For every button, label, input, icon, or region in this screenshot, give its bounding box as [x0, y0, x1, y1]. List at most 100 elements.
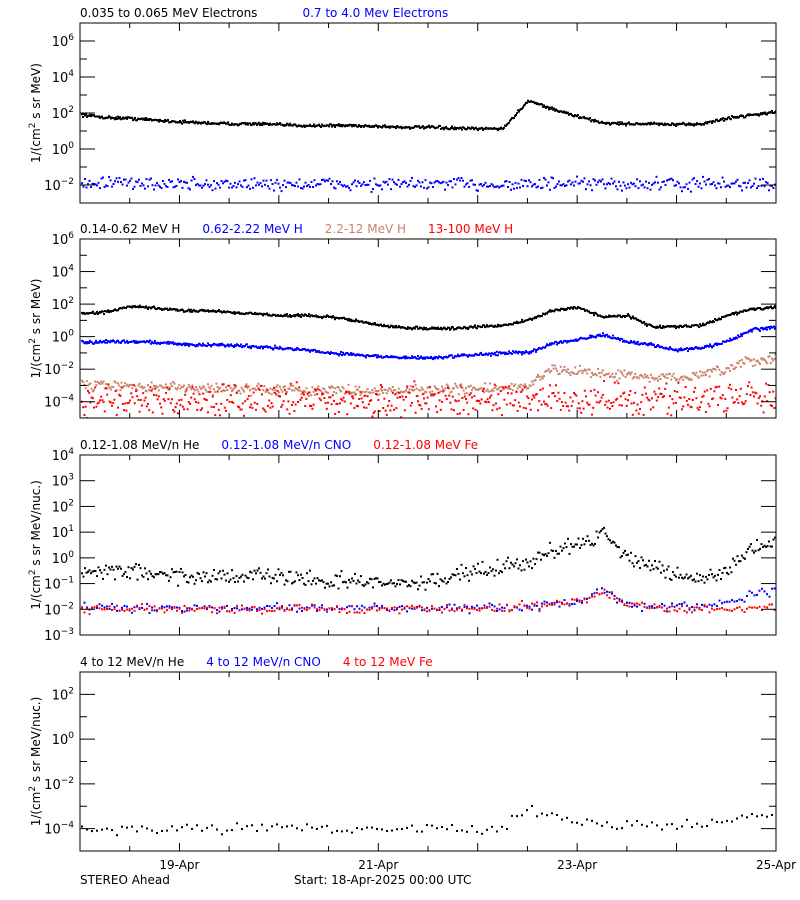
- data-point: [334, 413, 337, 415]
- data-point: [305, 397, 308, 400]
- data-point: [380, 355, 382, 358]
- data-point: [773, 407, 776, 409]
- data-point: [742, 181, 745, 184]
- data-point: [255, 184, 257, 187]
- data-point: [507, 386, 509, 389]
- data-point: [496, 607, 498, 610]
- data-point: [203, 309, 205, 311]
- data-point: [277, 391, 280, 394]
- data-point: [509, 388, 512, 390]
- y-tick-label: 104: [52, 447, 75, 464]
- data-point: [409, 585, 412, 588]
- data-point: [481, 185, 484, 188]
- data-point: [114, 118, 116, 121]
- data-point: [666, 568, 668, 571]
- data-point: [186, 408, 189, 411]
- data-point: [653, 344, 655, 347]
- data-point: [424, 402, 427, 405]
- data-point: [130, 567, 133, 570]
- data-point: [628, 371, 631, 374]
- data-point: [427, 408, 430, 411]
- data-point: [148, 605, 151, 608]
- data-point: [336, 402, 339, 405]
- data-point: [409, 385, 412, 388]
- data-point: [158, 607, 161, 610]
- data-point: [758, 328, 760, 331]
- data-point: [543, 400, 545, 403]
- data-point: [653, 603, 656, 606]
- data-point: [615, 544, 617, 547]
- data-point: [178, 121, 180, 124]
- data-point: [675, 184, 677, 187]
- data-point: [403, 390, 406, 393]
- data-point: [198, 573, 200, 575]
- data-point: [301, 391, 304, 394]
- data-point: [93, 606, 96, 609]
- data-point: [483, 572, 485, 575]
- data-point: [484, 353, 486, 356]
- data-point: [588, 368, 591, 371]
- data-point: [131, 825, 133, 828]
- data-point: [328, 607, 331, 610]
- data-point: [491, 608, 493, 611]
- data-point: [663, 395, 665, 398]
- data-point: [742, 114, 744, 117]
- data-point: [541, 605, 543, 608]
- data-point: [749, 360, 752, 363]
- data-point: [222, 389, 225, 392]
- data-point: [431, 393, 434, 396]
- data-point: [186, 609, 188, 612]
- data-point: [589, 117, 591, 120]
- data-point: [138, 178, 140, 181]
- data-point: [768, 355, 771, 358]
- data-point: [491, 409, 494, 412]
- data-point: [123, 385, 125, 388]
- data-point: [678, 603, 681, 606]
- data-point: [307, 314, 309, 317]
- data-point: [375, 390, 377, 392]
- data-point: [311, 386, 314, 389]
- data-point: [642, 559, 644, 562]
- data-point: [336, 180, 338, 183]
- data-point: [360, 575, 362, 578]
- data-point: [462, 327, 464, 330]
- data-point: [715, 385, 718, 388]
- data-point: [238, 608, 241, 611]
- data-point: [310, 405, 313, 407]
- data-point: [247, 395, 250, 398]
- data-point: [246, 186, 248, 189]
- data-point: [420, 355, 422, 358]
- data-point: [101, 608, 103, 611]
- data-point: [306, 185, 308, 188]
- data-point: [420, 386, 423, 389]
- data-point: [481, 607, 483, 610]
- data-point: [142, 575, 145, 578]
- data-point: [149, 339, 151, 342]
- data-point: [467, 355, 469, 358]
- data-point: [550, 407, 553, 409]
- data-point: [755, 392, 758, 395]
- data-point: [521, 600, 523, 602]
- data-point: [569, 396, 572, 399]
- data-point: [341, 830, 343, 833]
- data-point: [756, 187, 758, 190]
- data-point: [684, 186, 686, 189]
- data-point: [573, 184, 575, 187]
- data-point: [484, 181, 487, 184]
- data-point: [268, 609, 271, 612]
- data-point: [266, 829, 268, 832]
- data-point: [580, 179, 583, 182]
- data-point: [117, 309, 119, 312]
- data-point: [462, 389, 465, 392]
- data-point: [99, 399, 101, 402]
- data-point: [625, 124, 627, 127]
- data-point: [476, 608, 478, 611]
- data-point: [618, 600, 621, 603]
- data-point: [414, 185, 416, 188]
- data-point: [445, 181, 448, 184]
- data-point: [619, 314, 621, 317]
- data-point: [670, 378, 673, 381]
- data-point: [494, 351, 496, 354]
- data-point: [183, 121, 185, 124]
- data-point: [567, 368, 569, 371]
